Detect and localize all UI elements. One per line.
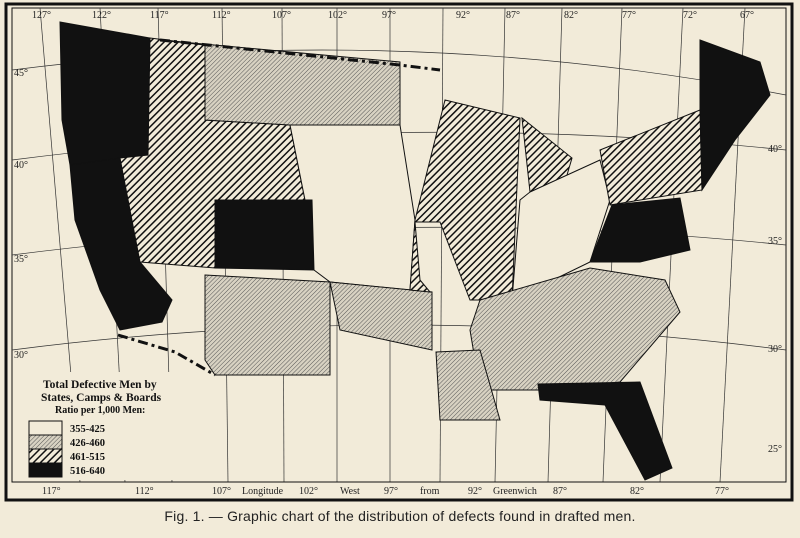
legend-label: 355-425 — [70, 424, 105, 435]
legend-swatch-355-425 — [28, 420, 63, 436]
svg-text:Greenwich: Greenwich — [493, 486, 537, 497]
lon-label: 107° — [272, 10, 291, 21]
lon-label: 67° — [740, 10, 754, 21]
border-mexico — [117, 333, 216, 377]
lon-label: 112° — [212, 10, 231, 21]
lat-label: 40° — [768, 144, 782, 155]
region-426-460-oklahoma — [329, 281, 433, 351]
svg-text:97°: 97° — [384, 486, 398, 497]
lon-label: 82° — [564, 10, 578, 21]
svg-text:112°: 112° — [135, 486, 154, 497]
legend-swatch-461-515 — [28, 448, 63, 464]
lat-label: 35° — [768, 236, 782, 247]
svg-text:77°: 77° — [715, 486, 729, 497]
svg-text:102°: 102° — [299, 486, 318, 497]
lon-label: 92° — [456, 10, 470, 21]
region-516-640-colorado — [214, 199, 315, 271]
legend: Total Defective Men by States, Camps & B… — [18, 372, 203, 480]
svg-text:West: West — [340, 486, 360, 497]
region-516-640-new-england — [699, 39, 771, 192]
lat-label: 40° — [14, 160, 28, 171]
legend-title: Total Defective Men by — [43, 379, 157, 391]
bottom-longitude-labels: 117° 112° 107° Longitude 102° West 97° f… — [12, 481, 786, 497]
legend-label: 461-515 — [70, 452, 105, 463]
lon-label: 122° — [92, 10, 111, 21]
svg-text:107°: 107° — [212, 486, 231, 497]
lat-label: 25° — [768, 444, 782, 455]
svg-text:117°: 117° — [42, 486, 61, 497]
border-canada — [159, 38, 441, 72]
lon-label: 127° — [32, 10, 51, 21]
svg-text:Longitude: Longitude — [242, 486, 284, 497]
legend-swatch-516-640 — [28, 462, 63, 478]
region-461-515-midwest — [409, 99, 521, 301]
latitude-labels: 45° 40° 35° 30° 40° 35° 30° 25° — [14, 68, 782, 455]
svg-text:87°: 87° — [553, 486, 567, 497]
lat-label: 30° — [14, 350, 28, 361]
region-426-460-southwest — [204, 274, 331, 376]
svg-text:from: from — [420, 486, 440, 497]
legend-label: 426-460 — [70, 438, 105, 449]
legend-label: 516-640 — [70, 466, 105, 477]
lon-label: 97° — [382, 10, 396, 21]
legend-swatch-426-460 — [28, 434, 63, 450]
svg-text:82°: 82° — [630, 486, 644, 497]
lon-label: 102° — [328, 10, 347, 21]
region-516-640-pacific-northwest — [59, 21, 151, 166]
lat-label: 45° — [14, 68, 28, 79]
top-longitude-labels: 127° 122° 117° 112° 107° 102° 97° 92° 87… — [32, 10, 754, 21]
lon-label: 87° — [506, 10, 520, 21]
lat-label: 35° — [14, 254, 28, 265]
legend-subtitle: Ratio per 1,000 Men: — [55, 405, 145, 416]
state-regions — [59, 21, 771, 481]
legend-title: States, Camps & Boards — [41, 392, 162, 404]
svg-text:92°: 92° — [468, 486, 482, 497]
region-516-640-virginia — [589, 197, 691, 263]
lon-label: 72° — [683, 10, 697, 21]
region-426-460-louisiana — [435, 349, 501, 421]
lon-label: 117° — [150, 10, 169, 21]
figure-caption: Fig. 1. — Graphic chart of the distribut… — [164, 508, 636, 524]
region-516-640-florida — [537, 381, 673, 481]
lon-label: 77° — [622, 10, 636, 21]
lat-label: 30° — [768, 344, 782, 355]
